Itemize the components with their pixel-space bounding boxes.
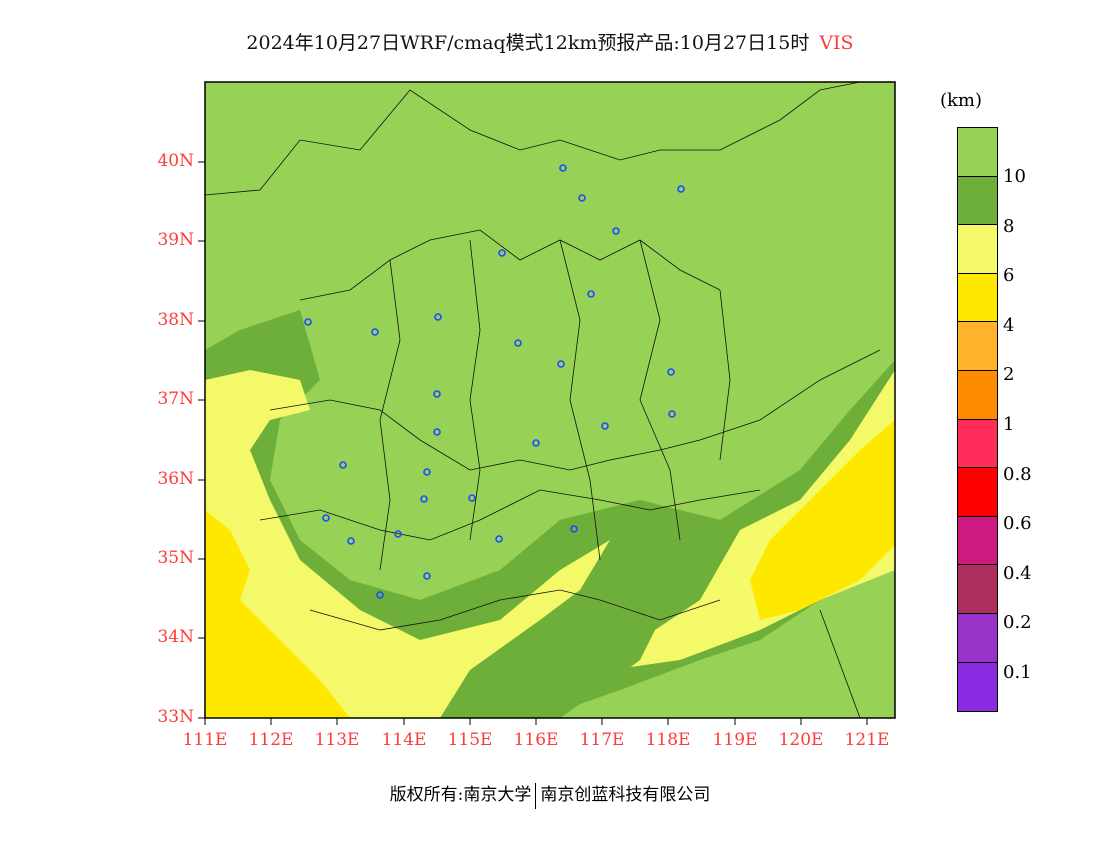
color-bar-swatch — [958, 225, 997, 274]
color-bar-label: 10 — [1003, 166, 1026, 187]
lon-label: 113E — [314, 730, 360, 750]
lat-label: 34N — [157, 627, 194, 647]
copyright-text: 版权所有:南京大学 — [389, 785, 532, 805]
company-text: 南京创蓝科技有限公司 — [540, 785, 711, 805]
lat-label: 36N — [157, 469, 194, 489]
lon-label: 118E — [645, 730, 691, 750]
lat-label: 39N — [157, 230, 194, 250]
color-bar-swatch — [958, 273, 997, 323]
lon-label: 115E — [447, 730, 493, 750]
color-bar-label: 1 — [1003, 414, 1015, 435]
region-vis-8-south — [440, 570, 660, 718]
lat-label: 40N — [157, 151, 194, 171]
color-bar-label: 0.1 — [1003, 662, 1032, 683]
lon-label: 121E — [844, 730, 890, 750]
lon-label: 114E — [381, 730, 427, 750]
color-bar-swatch — [958, 370, 997, 420]
lat-label: 37N — [157, 389, 194, 409]
color-bar-swatch — [958, 565, 997, 614]
color-bar-swatch — [958, 322, 997, 371]
color-bar-swatch — [958, 662, 997, 712]
color-bar-label: 4 — [1003, 314, 1015, 336]
footer: 版权所有:南京大学 南京创蓝科技有限公司 — [0, 780, 1100, 809]
color-bar-label: 2 — [1003, 364, 1015, 386]
lon-label: 116E — [513, 730, 559, 750]
color-bar — [957, 127, 998, 713]
lon-label: 117E — [579, 730, 625, 750]
color-bar-swatch — [958, 516, 997, 566]
color-bar-swatch — [958, 613, 997, 663]
admin-boundaries — [205, 82, 881, 718]
axis-ticks — [198, 161, 868, 725]
region-vis-6 — [205, 370, 610, 718]
lon-label: 111E — [182, 730, 228, 750]
legend-unit: (km) — [940, 90, 983, 111]
color-bar-label: 8 — [1003, 215, 1015, 237]
city-markers — [304, 164, 685, 599]
chart-title: 2024年10月27日WRF/cmaq模式12km预报产品:10月27日15时 V… — [0, 28, 1100, 55]
color-bar-label: 0.8 — [1003, 463, 1032, 485]
color-bar-swatch — [958, 419, 997, 469]
title-text: 2024年10月27日WRF/cmaq模式12km预报产品:10月27日15时 — [246, 32, 810, 54]
color-bar-label: 6 — [1003, 265, 1015, 287]
color-bar-label: 0.6 — [1003, 513, 1032, 535]
lon-label: 119E — [712, 730, 758, 750]
region-vis-4-west — [205, 510, 350, 718]
footer-separator — [535, 782, 537, 809]
color-bar-swatch — [958, 468, 997, 517]
lat-label: 33N — [157, 707, 194, 727]
color-bar-label: 0.4 — [1003, 562, 1032, 584]
lat-label: 38N — [157, 310, 194, 330]
region-vis-4-east — [750, 420, 895, 620]
color-bar-swatch — [958, 176, 997, 226]
lat-label: 35N — [157, 548, 194, 568]
lon-label: 120E — [778, 730, 824, 750]
lon-label: 112E — [248, 730, 294, 750]
title-variable: VIS — [819, 32, 854, 54]
color-bar-swatch — [958, 128, 997, 177]
color-bar-label: 0.2 — [1003, 612, 1032, 634]
